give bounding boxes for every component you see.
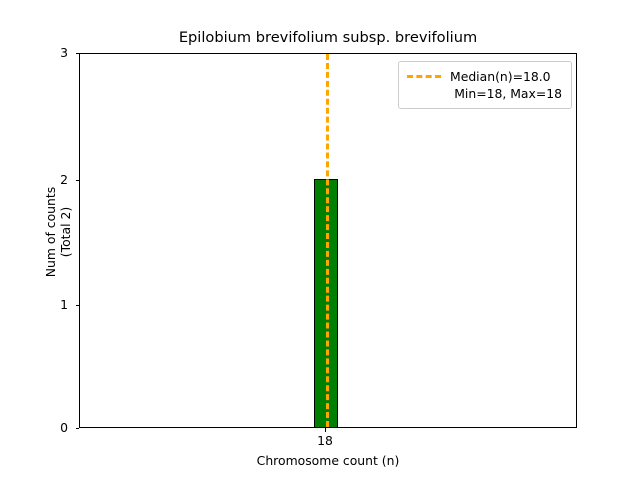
y-tick-label-0: 0 [60, 420, 68, 435]
x-axis-label: Chromosome count (n) [256, 453, 400, 468]
y-tick-label-2: 2 [60, 172, 68, 187]
y-axis-label: Num of counts (Total 2) [43, 186, 73, 278]
legend-dashed-line-icon [407, 75, 441, 78]
x-tick-mark-18 [325, 428, 326, 432]
y-tick-label-1: 1 [60, 297, 68, 312]
plot-area [79, 53, 577, 428]
x-tick-label-18: 18 [317, 433, 333, 448]
y-tick-mark-3 [75, 52, 79, 54]
legend: Median(n)=18.0 Min=18, Max=18 [398, 61, 572, 109]
legend-label-median: Median(n)=18.0 [450, 69, 551, 84]
legend-entry-median: Median(n)=18.0 [407, 68, 563, 85]
y-tick-mark-0 [75, 427, 79, 429]
median-line [326, 54, 329, 427]
legend-entry-minmax: Min=18, Max=18 [407, 85, 563, 102]
chart-title: Epilobium brevifolium subsp. brevifolium [178, 29, 478, 46]
plot-inner [80, 54, 576, 427]
y-tick-mark-1 [75, 304, 79, 306]
y-tick-label-3: 3 [60, 45, 68, 60]
y-tick-mark-2 [75, 179, 79, 181]
legend-label-minmax: Min=18, Max=18 [454, 86, 562, 101]
